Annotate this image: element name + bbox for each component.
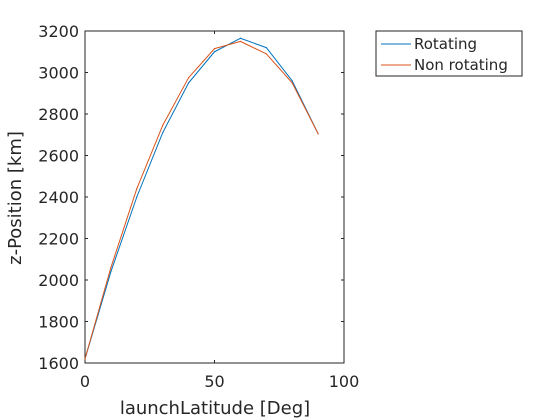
- series-line-rotating: [84, 37, 319, 359]
- data-point: [162, 132, 164, 134]
- data-point: [265, 47, 267, 49]
- axes-box: [84, 30, 345, 364]
- legend: Rotating Non rotating: [375, 30, 523, 77]
- x-tick-label: 0: [80, 372, 90, 391]
- data-point: [188, 77, 190, 79]
- y-tick-label: 2400: [38, 188, 79, 207]
- y-tick-label: 3200: [38, 22, 79, 41]
- ticks-layer: 0 50 100 1600 1800 2000 2200 2400 2600 2800 3000 32…: [38, 22, 359, 391]
- data-point: [239, 37, 241, 39]
- data-point: [136, 196, 138, 198]
- legend-label: Non rotating: [414, 56, 508, 74]
- y-tick-label: 2800: [38, 105, 79, 124]
- y-tick-label: 1600: [38, 354, 79, 373]
- data-point: [110, 266, 112, 269]
- legend-box: [375, 30, 523, 77]
- data-point: [162, 124, 164, 127]
- data-point: [239, 40, 241, 42]
- x-tick-label: 50: [204, 372, 224, 391]
- data-point: [291, 82, 293, 84]
- data-point: [291, 80, 293, 82]
- y-tick-label: 2600: [38, 147, 79, 166]
- x-tick-label: 100: [329, 372, 360, 391]
- plot-area: [84, 30, 345, 364]
- data-point: [84, 358, 86, 360]
- series-layer: [84, 37, 319, 360]
- data-point: [136, 188, 138, 190]
- series-line-non-rotating: [84, 40, 319, 359]
- data-point: [188, 82, 190, 84]
- data-point: [213, 48, 216, 50]
- data-point: [110, 271, 112, 273]
- data-point: [213, 51, 216, 53]
- y-tick-label: 2200: [38, 230, 79, 249]
- data-point: [265, 53, 267, 55]
- y-axis-title: z-Position [km]: [5, 131, 26, 265]
- y-tick-label: 3000: [38, 64, 79, 83]
- x-axis-title: launchLatitude [Deg]: [120, 398, 310, 419]
- legend-label: Rotating: [414, 35, 477, 53]
- data-point: [317, 133, 319, 135]
- y-tick-label: 1800: [38, 313, 79, 332]
- y-tick-label: 2000: [38, 271, 79, 290]
